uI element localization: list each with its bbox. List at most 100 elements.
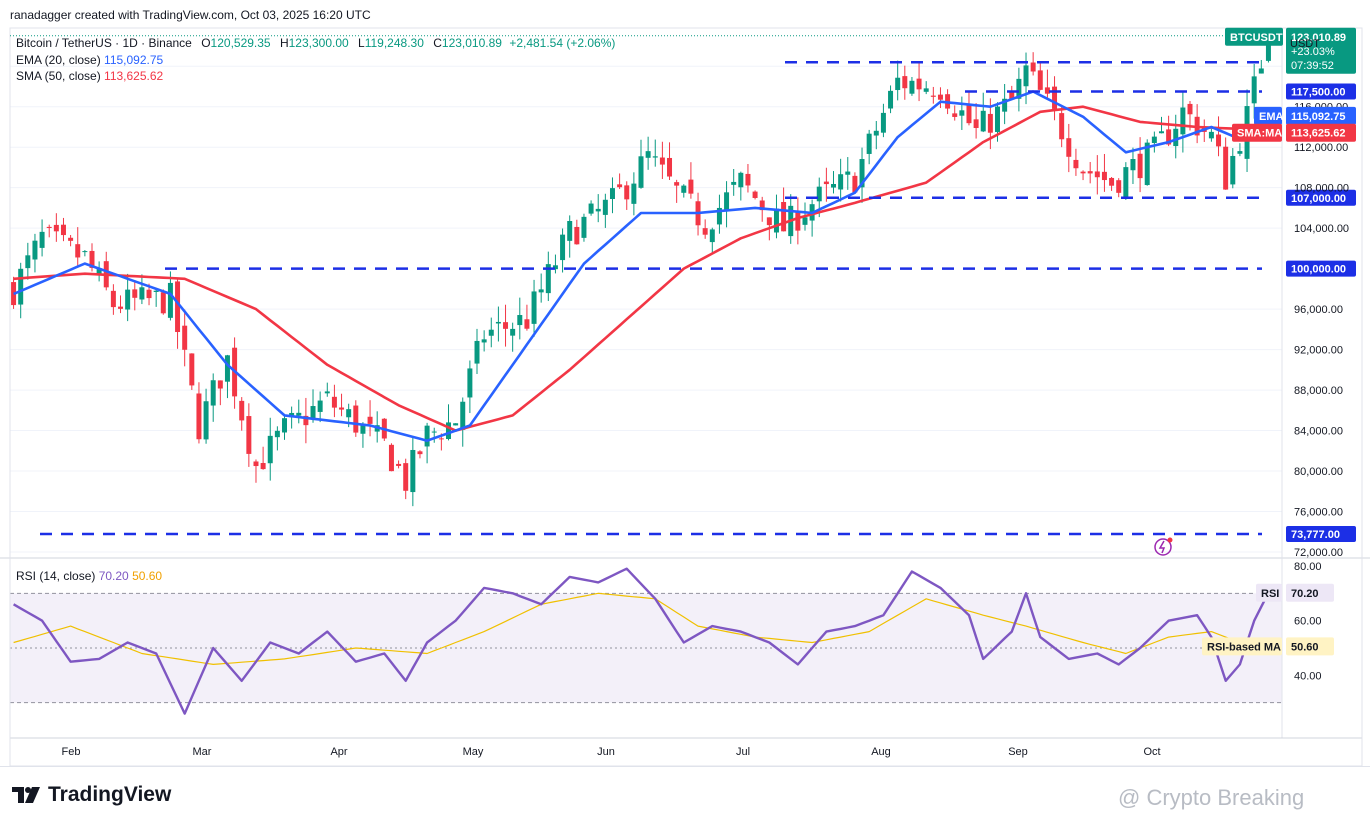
candle-body bbox=[503, 322, 509, 329]
candle-body bbox=[296, 412, 302, 416]
candle-body bbox=[624, 185, 630, 200]
ema-legend-value: 115,092.75 bbox=[104, 53, 164, 67]
candle-body bbox=[1173, 128, 1179, 147]
candle-body bbox=[1016, 78, 1022, 99]
ema-tag-badge: EMA bbox=[1254, 106, 1284, 125]
time-axis-label: Apr bbox=[330, 746, 347, 758]
candle-body bbox=[310, 406, 316, 420]
rsi-legend[interactable]: RSI (14, close) 70.20 50.60 bbox=[16, 569, 162, 583]
symbol-legend: Bitcoin / TetherUS · 1D · Binance O120,5… bbox=[16, 36, 615, 50]
candles-layer bbox=[11, 33, 1271, 507]
candle-body bbox=[937, 94, 943, 100]
candle-body bbox=[1130, 159, 1136, 171]
price-axis-tick: 72,000.00 bbox=[1294, 547, 1343, 559]
candle-body bbox=[552, 265, 558, 270]
rsi-tag-badge: RSI bbox=[1256, 583, 1282, 602]
candle-body bbox=[481, 339, 487, 343]
candle-body bbox=[1230, 155, 1236, 185]
candle-body bbox=[1123, 167, 1129, 198]
sma-legend-label: SMA (50, close) bbox=[16, 69, 101, 83]
price-axis-tick: 92,000.00 bbox=[1294, 345, 1343, 357]
candle-body bbox=[823, 181, 829, 185]
time-axis-label: May bbox=[463, 746, 484, 758]
candle-body bbox=[1023, 65, 1029, 87]
currency-label: USDT bbox=[1290, 38, 1320, 50]
candle-body bbox=[1223, 146, 1229, 190]
candle-body bbox=[282, 418, 287, 433]
candle-body bbox=[367, 416, 373, 424]
candle-body bbox=[831, 184, 837, 188]
candle-body bbox=[745, 173, 751, 186]
candle-body bbox=[581, 216, 587, 238]
candle-body bbox=[1265, 35, 1271, 61]
candle-body bbox=[773, 208, 779, 233]
rsi-tag-badge-text: RSI bbox=[1261, 588, 1279, 600]
candle-body bbox=[667, 157, 673, 177]
last-price-badge-text: +23.03% bbox=[1291, 46, 1335, 58]
candle-body bbox=[25, 255, 31, 269]
candle-body bbox=[681, 185, 687, 193]
time-axis-label: Sep bbox=[1008, 746, 1028, 758]
rsi-price-badge-bg bbox=[1286, 583, 1334, 602]
candle-body bbox=[488, 329, 494, 336]
candle-body bbox=[980, 110, 986, 132]
candle-body bbox=[182, 325, 188, 350]
candle-body bbox=[388, 444, 394, 472]
candle-body bbox=[1208, 131, 1214, 139]
candle-body bbox=[609, 188, 615, 200]
candle-body bbox=[60, 224, 66, 236]
candle-body bbox=[845, 171, 851, 175]
level-badge-bg bbox=[1286, 260, 1356, 277]
candle-body bbox=[923, 88, 929, 92]
candle-body bbox=[260, 462, 266, 470]
candle-body bbox=[324, 391, 330, 394]
rsi-ma-price-badge-text: 50.60 bbox=[1291, 641, 1319, 653]
level-badge-label: 117,500.00 bbox=[1291, 87, 1345, 99]
candle-body bbox=[303, 415, 309, 426]
candle-body bbox=[410, 449, 416, 493]
close-label: C bbox=[433, 36, 442, 50]
alert-icon bbox=[1154, 537, 1173, 556]
candle-body bbox=[880, 112, 886, 133]
candle-body bbox=[1059, 113, 1065, 140]
rsi-ma-line bbox=[13, 592, 1269, 666]
candle-body bbox=[1187, 103, 1193, 115]
symbol-name[interactable]: Bitcoin / TetherUS · 1D · Binance bbox=[16, 36, 192, 50]
candle-body bbox=[702, 228, 708, 235]
ema-price-badge-bg bbox=[1286, 106, 1356, 125]
candle-body bbox=[595, 208, 601, 212]
level-badge-label: 107,000.00 bbox=[1291, 193, 1346, 205]
candle-body bbox=[139, 287, 145, 300]
open-label: O bbox=[201, 36, 211, 50]
price-axis-tick: 96,000.00 bbox=[1294, 304, 1343, 316]
tradingview-logo[interactable]: TradingView bbox=[12, 783, 171, 807]
alert-icon-ring bbox=[1154, 538, 1172, 556]
sma-tag-badge: SMA:MA bbox=[1232, 123, 1282, 142]
ema-legend[interactable]: EMA (20, close) 115,092.75 bbox=[16, 53, 163, 67]
low-label: L bbox=[358, 36, 365, 50]
candle-body bbox=[189, 353, 195, 386]
candle-body bbox=[32, 240, 38, 260]
candle-body bbox=[560, 234, 566, 261]
candle-body bbox=[617, 184, 623, 188]
close-value: 123,010.89 bbox=[441, 36, 502, 50]
sma-legend[interactable]: SMA (50, close) 113,625.62 bbox=[16, 69, 163, 83]
candle-body bbox=[1251, 76, 1257, 104]
low-value: 119,248.30 bbox=[364, 36, 424, 50]
footer-bar bbox=[0, 766, 1370, 827]
candle-body bbox=[895, 77, 901, 91]
ema-legend-label: EMA (20, close) bbox=[16, 53, 101, 67]
level-badge: 107,000.00 bbox=[1286, 189, 1356, 206]
currency-selector[interactable]: USDT bbox=[1290, 38, 1320, 50]
candle-body bbox=[1151, 136, 1157, 144]
price-chart[interactable]: 117,500.00 107,000.00 100,000.00 73,777.00 1… bbox=[0, 0, 1370, 766]
candle-body bbox=[973, 119, 979, 129]
candle-body bbox=[873, 130, 879, 136]
candle-body bbox=[353, 405, 359, 433]
rsi-ma-tag-badge-bg bbox=[1202, 637, 1282, 656]
time-axis-label: Oct bbox=[1143, 746, 1160, 758]
sma-price-badge: 113,625.62 bbox=[1286, 123, 1356, 142]
level-badge-bg bbox=[1286, 189, 1356, 206]
candle-body bbox=[217, 380, 223, 389]
candle-body bbox=[167, 282, 173, 318]
